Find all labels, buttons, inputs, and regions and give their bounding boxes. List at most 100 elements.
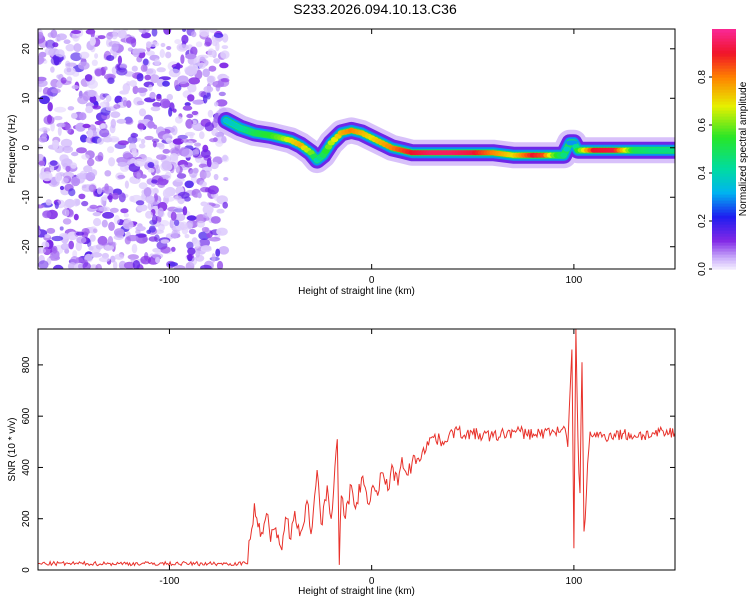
noise-speckle: [187, 84, 197, 93]
noise-speckle: [113, 214, 120, 225]
noise-speckle: [150, 74, 160, 83]
noise-speckle: [135, 234, 148, 244]
noise-speckle: [66, 76, 72, 82]
colorbar-cell: [712, 110, 736, 114]
noise-speckle: [60, 243, 70, 251]
snr-xtick-label: 100: [566, 576, 583, 587]
noise-speckle: [166, 46, 172, 50]
noise-speckle: [107, 77, 115, 84]
noise-speckle: [177, 134, 188, 140]
noise-speckle: [38, 55, 45, 65]
noise-speckle: [182, 105, 193, 111]
colorbar-cell: [712, 80, 736, 84]
noise-speckle: [193, 57, 200, 67]
noise-speckle: [71, 112, 78, 119]
colorbar-cell: [712, 77, 736, 81]
noise-speckle: [62, 218, 72, 225]
noise-speckle: [147, 201, 154, 211]
noise-speckle: [182, 29, 187, 32]
spectrogram-plot: [38, 29, 675, 269]
noise-speckle: [219, 62, 229, 69]
noise-speckle: [136, 204, 148, 212]
spectrogram-xtick-label: 100: [566, 275, 583, 286]
noise-speckle: [162, 80, 170, 87]
noise-speckle: [59, 154, 69, 163]
noise-speckle: [187, 94, 195, 102]
noise-speckle: [50, 29, 58, 39]
noise-speckle: [156, 67, 166, 73]
colorbar-cell: [712, 227, 736, 231]
noise-speckle: [191, 122, 202, 130]
noise-speckle: [94, 68, 103, 77]
noise-speckle: [84, 74, 93, 82]
noise-speckle: [145, 195, 155, 204]
colorbar-tick-label: 0.6: [697, 118, 708, 132]
noise-speckle: [168, 107, 173, 117]
noise-speckle: [175, 116, 183, 124]
noise-speckle: [89, 36, 96, 46]
noise-speckle: [130, 133, 139, 138]
snr-ytick-label: 200: [21, 510, 32, 527]
noise-speckle: [81, 154, 90, 160]
noise-speckle: [198, 238, 210, 247]
snr-ytick-label: 800: [21, 356, 32, 373]
noise-speckle: [140, 174, 147, 179]
ridge-cell: [322, 148, 330, 154]
noise-speckle: [77, 95, 89, 105]
colorbar-cell: [712, 149, 736, 153]
colorbar-cell: [712, 38, 736, 42]
noise-speckle: [76, 236, 87, 244]
noise-speckle: [50, 55, 62, 66]
noise-speckle: [89, 226, 98, 235]
noise-speckle: [53, 264, 64, 269]
noise-speckle: [132, 260, 141, 269]
noise-speckle: [50, 251, 60, 259]
noise-speckle: [203, 85, 214, 93]
noise-speckle: [119, 90, 129, 95]
noise-speckle: [106, 55, 115, 61]
noise-speckle: [76, 147, 87, 154]
colorbar-cell: [712, 167, 736, 171]
noise-speckle: [90, 169, 98, 177]
colorbar-cell: [712, 83, 736, 87]
noise-speckle: [81, 200, 89, 207]
noise-speckle: [44, 47, 54, 56]
noise-speckle: [150, 106, 161, 112]
noise-speckle: [101, 219, 108, 228]
noise-speckle: [155, 164, 160, 174]
noise-speckle: [211, 128, 219, 136]
noise-speckle: [187, 247, 196, 256]
spectrogram-ytick-label: 20: [21, 43, 32, 55]
noise-speckle: [125, 36, 137, 44]
spectrogram-ylabel: Frequency (Hz): [7, 115, 18, 184]
noise-speckle: [204, 122, 214, 132]
colorbar-cell: [712, 92, 736, 96]
snr-xtick-label: -100: [159, 576, 179, 587]
colorbar-cell: [712, 62, 736, 66]
colorbar-cell: [712, 176, 736, 180]
noise-speckle: [215, 248, 221, 257]
colorbar-cell: [712, 236, 736, 240]
noise-speckle: [80, 134, 88, 143]
noise-speckle: [45, 199, 52, 206]
noise-speckle: [189, 169, 198, 178]
noise-speckle: [221, 135, 227, 144]
noise-speckle: [193, 239, 201, 248]
noise-speckle: [38, 204, 45, 209]
noise-speckle: [165, 51, 172, 59]
noise-speckle: [166, 93, 173, 101]
colorbar-cell: [712, 68, 736, 72]
noise-speckle: [102, 196, 108, 201]
colorbar-cell: [712, 113, 736, 117]
noise-speckle: [42, 87, 51, 96]
noise-speckle: [53, 115, 63, 121]
noise-speckle: [118, 192, 126, 203]
colorbar-cell: [712, 203, 736, 207]
noise-speckle: [61, 177, 69, 184]
ridge-cell: [563, 146, 571, 152]
noise-speckle: [94, 53, 99, 59]
colorbar-cell: [712, 221, 736, 225]
noise-speckle: [192, 99, 204, 105]
colorbar-cell: [712, 158, 736, 162]
noise-speckle: [184, 180, 194, 189]
